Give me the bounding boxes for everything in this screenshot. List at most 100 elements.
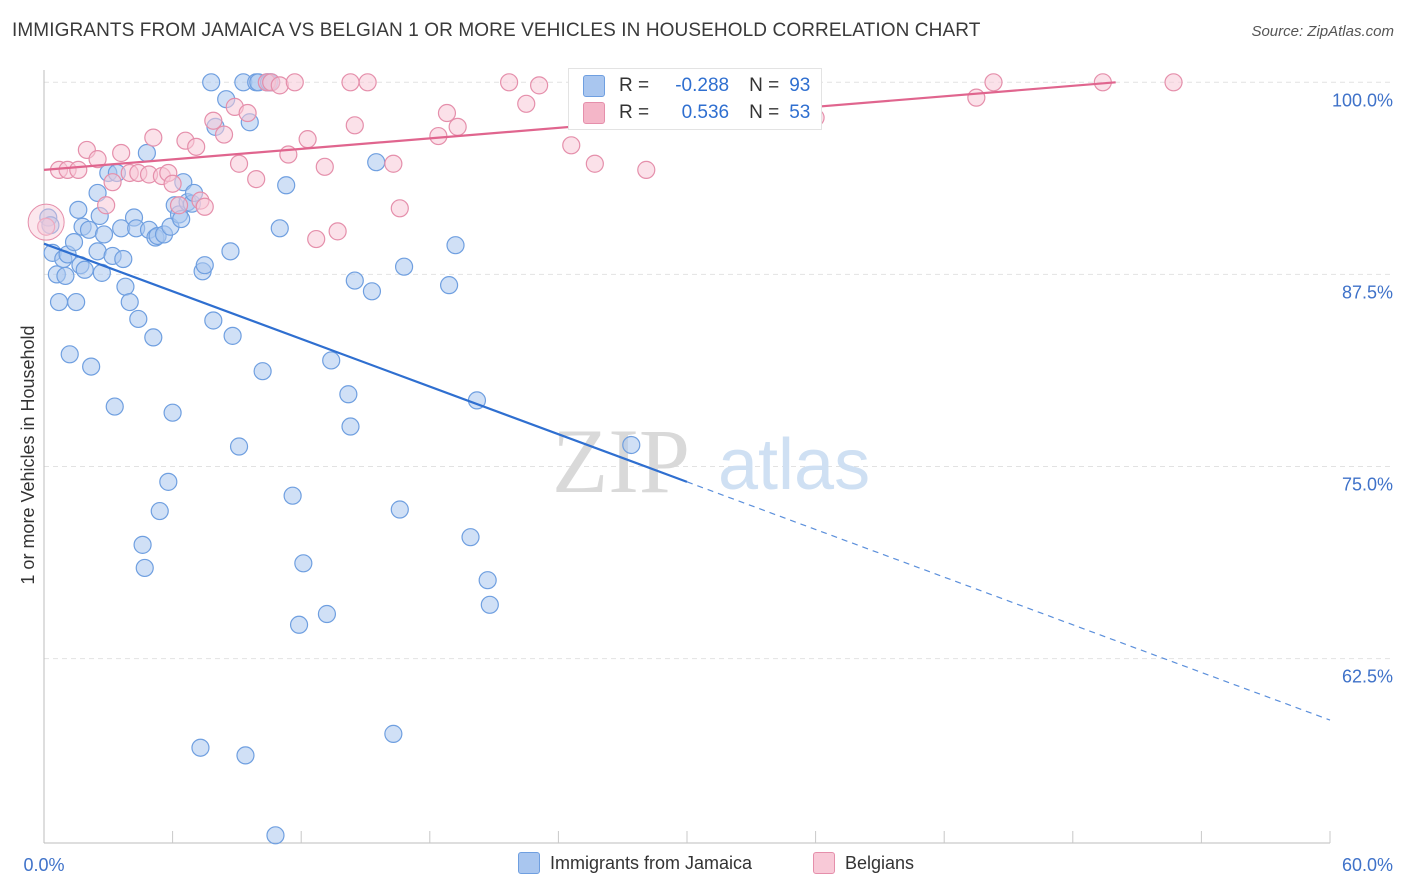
point-jamaica [56,266,75,286]
point-jamaica [221,242,240,261]
stats-row-belgians: R = 0.536 N = 53 [569,100,810,126]
legend-label-jamaica: Immigrants from Jamaica [550,852,753,873]
legend-label-belgians: Belgians [845,852,915,873]
point-jamaica [283,486,302,505]
point-jamaica [204,311,223,330]
point-jamaica [289,615,309,634]
point-jamaica [163,403,182,422]
point-jamaica [294,554,313,573]
stats-legend: R = -0.288 N = 93 R = 0.536 N = 53 [568,68,822,130]
stats-row-jamaica: R = -0.288 N = 93 [569,73,810,99]
point-belgians [437,103,457,123]
point-belgians [103,173,122,192]
point-belgians [315,157,334,176]
point-belgians [204,111,223,130]
point-belgians [69,160,88,179]
point-jamaica [266,826,285,845]
legend-item-belgians[interactable]: Belgians [813,852,914,874]
point-jamaica [480,595,499,614]
point-jamaica [362,282,382,301]
point-belgians-cluster [27,203,65,241]
stats-swatch-belgians [583,102,605,124]
point-belgians [144,128,163,147]
point-belgians [341,73,360,92]
point-jamaica [223,326,242,345]
point-belgians [37,217,56,236]
y-tick-label: 87.5% [1342,282,1393,302]
point-belgians [298,130,317,149]
legend: Immigrants from Jamaica Belgians [0,852,1406,876]
point-jamaica [461,528,480,547]
point-jamaica [446,236,465,255]
point-jamaica [60,345,79,364]
point-jamaica [322,351,341,370]
stats-n-label: N = [749,102,780,123]
x-tick-label-max: 60.0% [1342,855,1393,875]
point-jamaica [129,309,148,329]
point-belgians [214,125,234,144]
point-belgians [270,76,289,95]
point-jamaica [88,183,107,203]
trend-lines [43,81,1331,721]
point-belgians [984,73,1003,92]
point-belgians [285,73,304,92]
point-jamaica [82,357,101,376]
point-belgians [112,143,131,163]
stats-r-value: 0.536 [681,102,730,123]
point-jamaica [135,558,154,578]
point-jamaica [88,242,107,261]
point-belgians [384,154,403,173]
point-belgians [163,174,182,193]
point-jamaica [191,738,210,757]
point-jamaica [270,219,289,238]
point-jamaica [622,435,641,455]
stats-n-value: 93 [789,75,811,96]
point-jamaica [49,292,69,312]
stats-n-value: 53 [789,102,811,123]
point-jamaica [229,437,249,456]
watermark-atlas: atlas [718,425,870,505]
point-jamaica [94,225,114,244]
point-belgians [195,197,214,216]
point-belgians [562,136,581,155]
point-jamaica [137,143,156,163]
point-jamaica [317,604,337,624]
stats-n-label: N = [749,75,780,96]
watermark: ZIP atlas [552,410,870,512]
source-label: Source: ZipAtlas.com [1251,23,1394,40]
point-jamaica [478,571,497,590]
point-jamaica [202,73,221,92]
legend-item-jamaica[interactable]: Immigrants from Jamaica [518,852,752,874]
point-belgians [500,73,519,92]
stats-r-value: -0.288 [675,75,730,96]
point-jamaica [67,292,86,312]
point-jamaica [79,220,99,239]
point-jamaica [114,249,133,269]
point-belgians [307,229,326,249]
point-belgians [328,222,347,241]
point-belgians [517,94,536,113]
point-jamaica [105,397,124,416]
point-jamaica [64,233,84,252]
legend-swatch-belgians [813,852,835,874]
point-belgians [448,117,467,136]
point-jamaica [133,535,152,554]
y-tick-label: 62.5% [1342,667,1393,687]
point-belgians [88,150,107,169]
point-belgians [530,76,549,95]
point-belgians [967,88,986,107]
y-tick-label: 100.0% [1332,90,1393,110]
point-belgians [358,73,377,92]
point-jamaica [150,501,169,521]
point-jamaica [253,362,272,381]
point-belgians [345,116,364,135]
point-belgians [187,137,206,156]
y-axis-label: 1 or more Vehicles in Household [18,325,38,584]
point-jamaica [439,276,459,295]
point-jamaica [116,277,135,296]
point-jamaica [144,328,163,347]
axes [43,70,1331,844]
watermark-zip: ZIP [552,410,690,512]
stats-r-label: R = [619,102,650,123]
